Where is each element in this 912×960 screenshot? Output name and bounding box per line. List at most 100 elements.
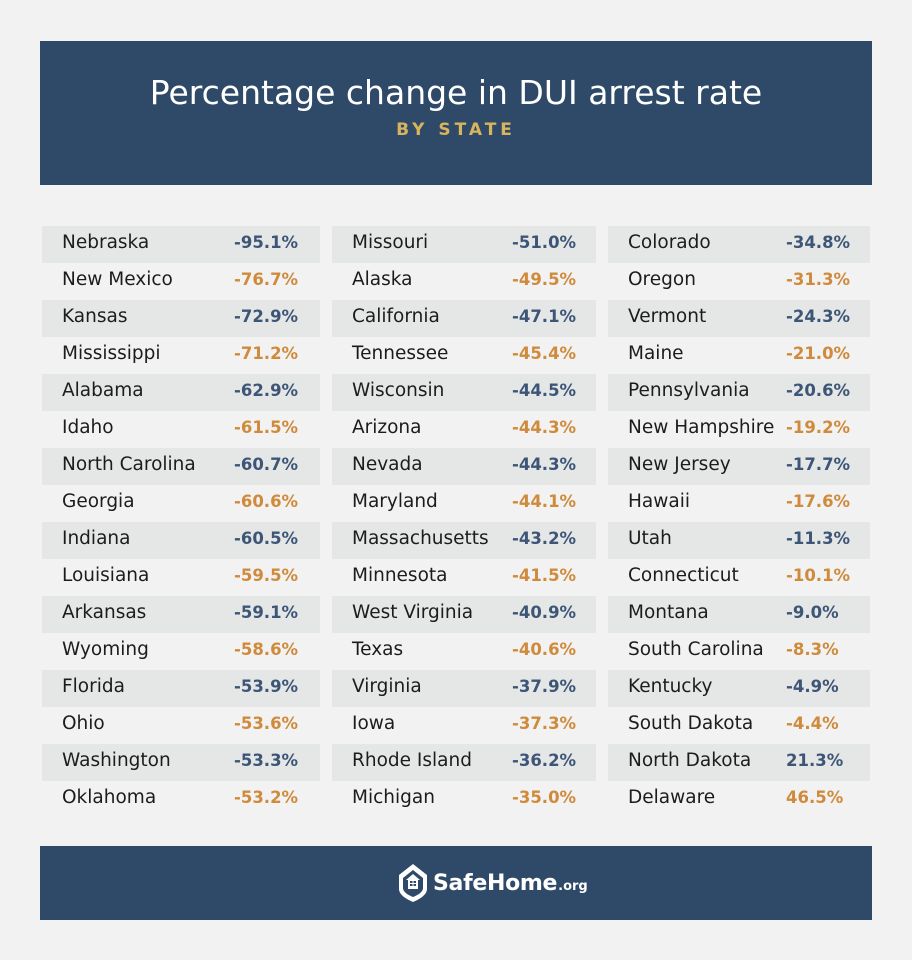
state-name: Indiana bbox=[62, 528, 131, 549]
percent-change-value: -40.6% bbox=[512, 640, 577, 659]
table-row: Connecticut -10.1% bbox=[608, 559, 870, 596]
table-row: Massachusetts -43.2% bbox=[332, 522, 596, 559]
state-name: Delaware bbox=[628, 787, 716, 808]
state-column-3: Colorado -34.8% Oregon -31.3% Vermont -24.3% M… bbox=[608, 226, 870, 818]
percent-change-value: -8.3% bbox=[786, 640, 839, 659]
state-name: North Carolina bbox=[62, 454, 196, 475]
state-name: Wyoming bbox=[62, 639, 149, 660]
table-row: California -47.1% bbox=[332, 300, 596, 337]
state-name: Nebraska bbox=[62, 232, 150, 253]
percent-change-value: -35.0% bbox=[512, 788, 577, 807]
table-row: Washington -53.3% bbox=[42, 744, 320, 781]
table-row: Florida -53.9% bbox=[42, 670, 320, 707]
table-row: Nevada -44.3% bbox=[332, 448, 596, 485]
percent-change-value: -37.3% bbox=[512, 714, 577, 733]
state-column-1: Nebraska -95.1% New Mexico -76.7% Kansas -72.… bbox=[42, 226, 320, 818]
state-name: Iowa bbox=[352, 713, 396, 734]
state-name: Alabama bbox=[62, 380, 144, 401]
state-name: Montana bbox=[628, 602, 709, 623]
state-name: Tennessee bbox=[352, 343, 449, 364]
percent-change-value: -53.3% bbox=[234, 751, 299, 770]
table-row: Arizona -44.3% bbox=[332, 411, 596, 448]
percent-change-value: -17.6% bbox=[786, 492, 851, 511]
state-name: Minnesota bbox=[352, 565, 448, 586]
safehome-logo[interactable]: SafeHome .org bbox=[397, 862, 588, 904]
table-row: Minnesota -41.5% bbox=[332, 559, 596, 596]
state-name: Rhode Island bbox=[352, 750, 472, 771]
table-row: Montana -9.0% bbox=[608, 596, 870, 633]
table-row: Alaska -49.5% bbox=[332, 263, 596, 300]
footer-banner: SafeHome .org bbox=[40, 846, 872, 920]
state-name: Michigan bbox=[352, 787, 435, 808]
state-name: New Jersey bbox=[628, 454, 731, 475]
table-row: Michigan -35.0% bbox=[332, 781, 596, 818]
percent-change-value: -51.0% bbox=[512, 233, 577, 252]
table-row: Oregon -31.3% bbox=[608, 263, 870, 300]
table-row: South Dakota -4.4% bbox=[608, 707, 870, 744]
state-name: Idaho bbox=[62, 417, 114, 438]
state-name: South Carolina bbox=[628, 639, 764, 660]
state-name: Maine bbox=[628, 343, 684, 364]
percent-change-value: -59.1% bbox=[234, 603, 299, 622]
state-name: Washington bbox=[62, 750, 171, 771]
state-name: Maryland bbox=[352, 491, 438, 512]
percent-change-value: -41.5% bbox=[512, 566, 577, 585]
percent-change-value: -72.9% bbox=[234, 307, 299, 326]
state-name: Hawaii bbox=[628, 491, 690, 512]
table-row: Wisconsin -44.5% bbox=[332, 374, 596, 411]
table-row: Indiana -60.5% bbox=[42, 522, 320, 559]
table-row: Colorado -34.8% bbox=[608, 226, 870, 263]
table-row: Ohio -53.6% bbox=[42, 707, 320, 744]
state-name: Alaska bbox=[352, 269, 413, 290]
table-row: West Virginia -40.9% bbox=[332, 596, 596, 633]
percent-change-value: -60.6% bbox=[234, 492, 299, 511]
table-row: Vermont -24.3% bbox=[608, 300, 870, 337]
percent-change-value: -53.6% bbox=[234, 714, 299, 733]
state-name: Texas bbox=[352, 639, 404, 660]
state-name: New Hampshire bbox=[628, 417, 775, 438]
table-row: Missouri -51.0% bbox=[332, 226, 596, 263]
percent-change-value: -24.3% bbox=[786, 307, 851, 326]
state-name: Oregon bbox=[628, 269, 696, 290]
table-row: Kentucky -4.9% bbox=[608, 670, 870, 707]
state-name: Connecticut bbox=[628, 565, 739, 586]
state-name: Arizona bbox=[352, 417, 422, 438]
table-row: Tennessee -45.4% bbox=[332, 337, 596, 374]
percent-change-value: -37.9% bbox=[512, 677, 577, 696]
table-row: Rhode Island -36.2% bbox=[332, 744, 596, 781]
percent-change-value: -58.6% bbox=[234, 640, 299, 659]
percent-change-value: -17.7% bbox=[786, 455, 851, 474]
brand-suffix: .org bbox=[558, 878, 588, 894]
percent-change-value: -4.4% bbox=[786, 714, 839, 733]
table-row: Alabama -62.9% bbox=[42, 374, 320, 411]
percent-change-value: -10.1% bbox=[786, 566, 851, 585]
state-name: Kentucky bbox=[628, 676, 713, 697]
table-row: Pennsylvania -20.6% bbox=[608, 374, 870, 411]
percent-change-value: -44.3% bbox=[512, 418, 577, 437]
page-title: Percentage change in DUI arrest rate bbox=[149, 73, 763, 112]
table-row: Louisiana -59.5% bbox=[42, 559, 320, 596]
percent-change-value: -59.5% bbox=[234, 566, 299, 585]
percent-change-value: -53.2% bbox=[234, 788, 299, 807]
state-name: Vermont bbox=[628, 306, 707, 327]
percent-change-value: -40.9% bbox=[512, 603, 577, 622]
brand-name: SafeHome bbox=[433, 870, 558, 896]
state-name: Pennsylvania bbox=[628, 380, 750, 401]
percent-change-value: -20.6% bbox=[786, 381, 851, 400]
percent-change-value: 21.3% bbox=[786, 751, 844, 770]
state-name: Colorado bbox=[628, 232, 711, 253]
percent-change-value: -9.0% bbox=[786, 603, 839, 622]
table-row: Nebraska -95.1% bbox=[42, 226, 320, 263]
table-row: Kansas -72.9% bbox=[42, 300, 320, 337]
table-row: Maine -21.0% bbox=[608, 337, 870, 374]
state-name: New Mexico bbox=[62, 269, 173, 290]
percent-change-value: 46.5% bbox=[786, 788, 844, 807]
percent-change-value: -11.3% bbox=[786, 529, 851, 548]
percent-change-value: -62.9% bbox=[234, 381, 299, 400]
state-name: North Dakota bbox=[628, 750, 752, 771]
state-column-2: Missouri -51.0% Alaska -49.5% California -47.… bbox=[332, 226, 596, 818]
state-name: Georgia bbox=[62, 491, 135, 512]
table-row: Mississippi -71.2% bbox=[42, 337, 320, 374]
percent-change-value: -45.4% bbox=[512, 344, 577, 363]
percent-change-value: -47.1% bbox=[512, 307, 577, 326]
